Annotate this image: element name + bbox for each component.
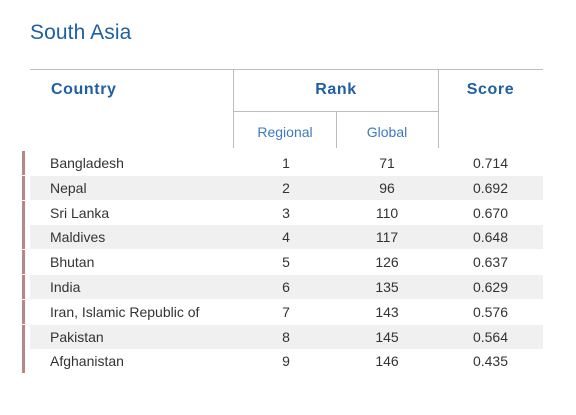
country-cell: India (50, 279, 81, 295)
row-marker (22, 151, 25, 175)
score-cell: 0.692 (472, 179, 509, 196)
country-cell: Pakistan (50, 328, 104, 345)
score-cell: 0.564 (472, 328, 509, 345)
row-marker (22, 175, 25, 200)
table-row: Pakistan 8 145 0.564 (22, 324, 543, 349)
global-rank-cell: 126 (375, 254, 399, 271)
global-rank-cell: 71 (379, 155, 395, 171)
country-cell: Bangladesh (50, 155, 124, 171)
row-marker (22, 200, 25, 225)
score-cell: 0.576 (472, 303, 509, 320)
row-marker (22, 324, 25, 349)
row-marker (22, 275, 25, 299)
score-cell: 0.637 (472, 254, 509, 271)
global-rank-cell: 110 (375, 204, 399, 221)
page-title: South Asia (30, 21, 132, 44)
global-subheader: Global (366, 124, 408, 140)
row-marker (22, 250, 25, 275)
regional-rank-cell: 3 (282, 204, 290, 221)
country-cell: Sri Lanka (50, 204, 110, 221)
regional-rank-cell: 6 (282, 279, 290, 295)
regional-rank-cell: 5 (282, 254, 290, 271)
regional-rank-cell: 4 (282, 229, 290, 246)
regional-rank-cell: 2 (282, 179, 290, 196)
table-row: Iran, Islamic Republic of 7 143 0.576 (22, 299, 543, 324)
regional-subheader: Regional (257, 124, 313, 140)
regional-rank-cell: 9 (282, 353, 290, 370)
table-top-rule (30, 69, 543, 70)
country-cell: Maldives (50, 229, 106, 246)
row-marker (22, 299, 25, 324)
global-rank-cell: 117 (375, 229, 399, 246)
global-rank-cell: 146 (375, 353, 399, 370)
score-cell: 0.714 (472, 155, 509, 171)
table-row: India 6 135 0.629 (22, 275, 543, 299)
rank-mid-border (336, 111, 337, 148)
global-rank-cell: 135 (375, 279, 399, 295)
row-marker (22, 349, 25, 374)
regional-rank-cell: 8 (282, 328, 290, 345)
table-row: Afghanistan 9 146 0.435 (22, 349, 543, 374)
score-cell: 0.435 (472, 353, 509, 370)
table-row: Sri Lanka 3 110 0.670 (22, 200, 543, 225)
table-row: Bangladesh 1 71 0.714 (22, 151, 543, 175)
global-rank-cell: 143 (375, 303, 399, 320)
row-marker (22, 225, 25, 250)
country-cell: Afghanistan (50, 353, 124, 370)
country-header: Country (51, 81, 117, 98)
country-cell: Bhutan (50, 254, 95, 271)
country-cell: Iran, Islamic Republic of (50, 303, 200, 320)
score-left-border (438, 69, 439, 148)
regional-rank-cell: 1 (282, 155, 290, 171)
table-row: Bhutan 5 126 0.637 (22, 250, 543, 275)
score-header: Score (466, 81, 515, 98)
table-row: Nepal 2 96 0.692 (22, 175, 543, 200)
global-rank-cell: 145 (375, 328, 399, 345)
rank-header: Rank (315, 81, 357, 98)
global-rank-cell: 96 (379, 179, 395, 196)
rank-left-border (233, 69, 234, 148)
country-cell: Nepal (50, 179, 87, 196)
table-row: Maldives 4 117 0.648 (22, 225, 543, 250)
regional-rank-cell: 7 (282, 303, 290, 320)
score-cell: 0.629 (472, 279, 509, 295)
score-cell: 0.670 (472, 204, 509, 221)
score-cell: 0.648 (472, 229, 509, 246)
